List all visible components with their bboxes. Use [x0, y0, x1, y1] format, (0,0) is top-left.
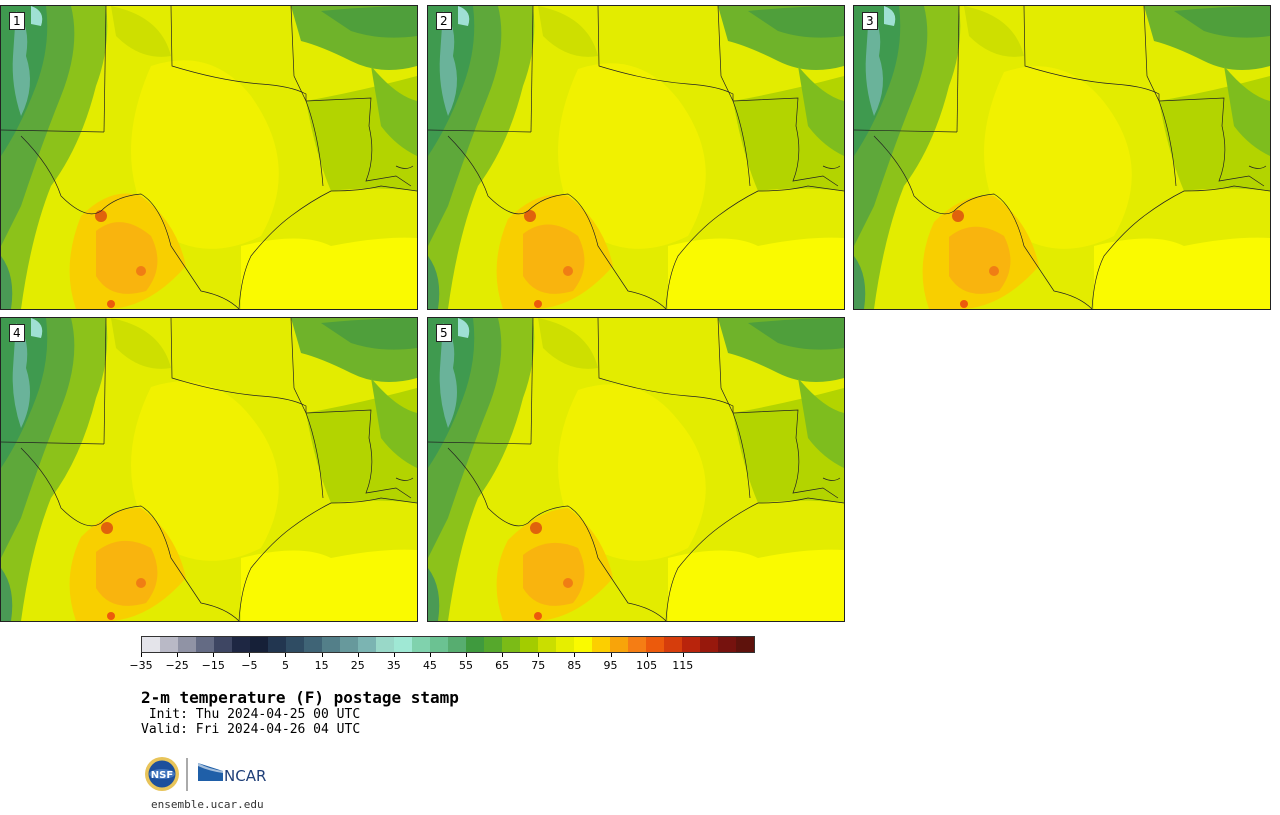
colorbar-segment: [574, 637, 592, 652]
colorbar-segment: [556, 637, 574, 652]
map-1: [1, 6, 417, 309]
colorbar-tick: [393, 653, 395, 657]
colorbar-segment: [646, 637, 664, 652]
colorbar-tick: [357, 653, 359, 657]
valid-time: Valid: Fri 2024-04-26 04 UTC: [141, 722, 361, 737]
colorbar-segment: [664, 637, 682, 652]
temperature-colorbar: [141, 636, 755, 653]
colorbar-tick-label: 25: [350, 659, 365, 672]
colorbar-segment: [142, 637, 160, 652]
colorbar-segment: [178, 637, 196, 652]
panel-label-5: 5: [436, 324, 452, 342]
colorbar-segment: [394, 637, 412, 652]
colorbar-segment: [718, 637, 736, 652]
colorbar-tick-label: 55: [459, 659, 474, 672]
colorbar-segment: [610, 637, 628, 652]
product-title: 2-m temperature (F) postage stamp: [141, 688, 459, 707]
colorbar-tick-label: 5: [281, 659, 289, 672]
colorbar-segment: [538, 637, 556, 652]
footer-url: ensemble.ucar.edu: [151, 798, 264, 811]
colorbar-segment: [232, 637, 250, 652]
colorbar-segment: [340, 637, 358, 652]
colorbar-segment: [268, 637, 286, 652]
colorbar-tick: [538, 653, 540, 657]
map-4: [1, 318, 417, 621]
colorbar-segment: [448, 637, 466, 652]
colorbar-segment: [682, 637, 700, 652]
ncar-logo-icon: NCAR: [198, 763, 266, 785]
map-5: [428, 318, 844, 621]
colorbar-tick: [249, 653, 251, 657]
colorbar-tick: [610, 653, 612, 657]
panel-label-3: 3: [862, 12, 878, 30]
panel-label-4: 4: [9, 324, 25, 342]
map-panel-3[interactable]: 3: [853, 5, 1271, 310]
colorbar-segment: [412, 637, 430, 652]
colorbar-segment: [484, 637, 502, 652]
colorbar-ticks: −35 −25 −15 −5 5 15 25 35 45 55 65 75 85 95 105 115: [129, 653, 755, 673]
svg-text:NCAR: NCAR: [224, 767, 266, 785]
colorbar-segment: [196, 637, 214, 652]
colorbar-tick: [646, 653, 648, 657]
map-3: [854, 6, 1270, 309]
colorbar-tick: [177, 653, 179, 657]
colorbar-tick-label: 35: [386, 659, 401, 672]
colorbar-tick: [682, 653, 684, 657]
map-2: [428, 6, 844, 309]
colorbar-tick-label: −35: [129, 659, 153, 672]
colorbar-tick-label: 45: [422, 659, 437, 672]
colorbar-tick-label: 95: [603, 659, 618, 672]
map-panel-4[interactable]: 4: [0, 317, 418, 622]
colorbar-tick-label: −25: [165, 659, 189, 672]
colorbar-segment: [502, 637, 520, 652]
colorbar-tick: [141, 653, 142, 657]
colorbar-segment: [466, 637, 484, 652]
colorbar-tick: [213, 653, 215, 657]
colorbar-segment: [592, 637, 610, 652]
panel-label-1: 1: [9, 12, 25, 30]
colorbar-tick: [429, 653, 431, 657]
colorbar-segment: [520, 637, 538, 652]
colorbar-segment: [430, 637, 448, 652]
colorbar-tick-label: 105: [636, 659, 658, 672]
colorbar-tick-label: −5: [241, 659, 258, 672]
colorbar-tick-label: 85: [567, 659, 582, 672]
map-panel-1[interactable]: 1: [0, 5, 418, 310]
panel-label-2: 2: [436, 12, 452, 30]
map-panel-2[interactable]: 2: [427, 5, 845, 310]
nsf-logo-icon: NSF: [145, 757, 179, 791]
colorbar-tick: [321, 653, 323, 657]
colorbar-tick: [574, 653, 576, 657]
colorbar-segment: [322, 637, 340, 652]
init-time: Init: Thu 2024-04-25 00 UTC: [141, 707, 361, 722]
colorbar-segment: [286, 637, 304, 652]
colorbar-tick-label: −15: [201, 659, 225, 672]
colorbar-segment: [160, 637, 178, 652]
colorbar-segment: [628, 637, 646, 652]
colorbar-tick: [502, 653, 504, 657]
colorbar-tick-label: 75: [531, 659, 546, 672]
colorbar-segment: [214, 637, 232, 652]
colorbar-tick-label: 65: [495, 659, 510, 672]
colorbar-tick-label: 15: [314, 659, 329, 672]
logo-group: NSF NCAR: [143, 755, 283, 795]
colorbar-segment: [700, 637, 718, 652]
svg-text:NSF: NSF: [151, 770, 173, 781]
colorbar-tick: [466, 653, 468, 657]
colorbar-segment: [358, 637, 376, 652]
colorbar-segment: [250, 637, 268, 652]
colorbar-segment: [736, 637, 754, 652]
map-panel-5[interactable]: 5: [427, 317, 845, 622]
colorbar-tick: [285, 653, 287, 657]
colorbar-segment: [376, 637, 394, 652]
colorbar-tick-label: 115: [672, 659, 694, 672]
nsf-ncar-logo: NSF NCAR: [145, 757, 266, 791]
colorbar-segment: [304, 637, 322, 652]
